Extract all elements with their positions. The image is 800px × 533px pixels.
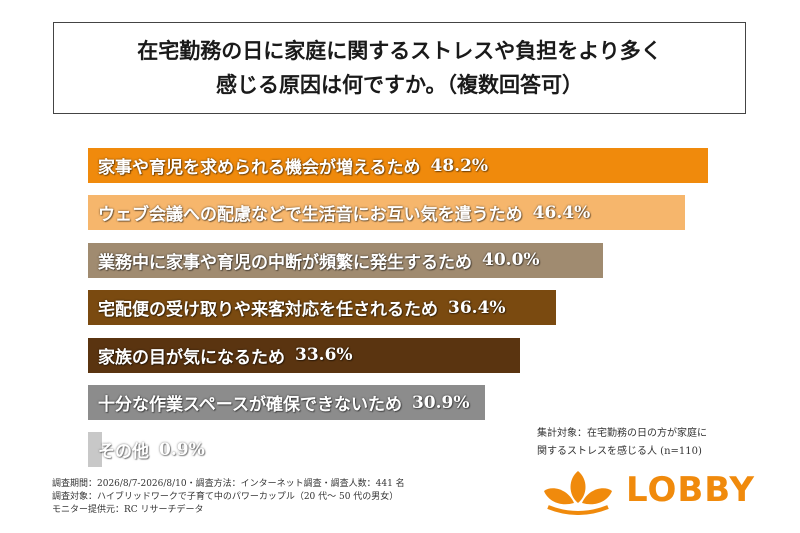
- bar-label-5: 家族の目が気になるため: [98, 347, 285, 368]
- chart-title: 在宅勤務の日に家庭に関するストレスや負担をより多く 感じる原因は何ですか。（複数…: [53, 22, 746, 114]
- bar-7: その他 0.9%: [88, 432, 205, 468]
- logo-text: LOBBY: [626, 470, 755, 510]
- survey-footer: 調査期間：2026/8/7-2026/8/10・調査方法：インターネット調査・調…: [52, 478, 532, 517]
- survey-period: 調査期間：2026/8/7-2026/8/10・調査方法：インターネット調査・調…: [52, 479, 405, 489]
- bar-3: 業務中に家事や育児の中断が頻繁に発生するため 40.0%: [88, 242, 603, 278]
- title-line-1: 在宅勤務の日に家庭に関するストレスや負担をより多く: [137, 38, 662, 63]
- bar-value-5: 33.6%: [295, 345, 353, 366]
- bar-label-2: ウェブ会議への配慮などで生活音にお互い気を遣うため: [98, 205, 523, 226]
- bar-value-2: 46.4%: [532, 202, 591, 223]
- survey-provider: モニター提供元：RC リサーチデータ: [52, 505, 204, 515]
- sample-note-line-2: 関するストレスを感じる人 (n=110): [537, 446, 702, 457]
- bar-label-7: その他: [98, 442, 149, 463]
- sample-note-line-1: 集計対象：在宅勤務の日の方が家庭に: [537, 428, 707, 439]
- bar-value-6: 30.9%: [411, 392, 470, 413]
- bar-2: ウェブ会議への配慮などで生活音にお互い気を遣うため 46.4%: [88, 195, 685, 231]
- survey-target: 調査対象：ハイブリッドワークで子育て中のパワーカップル（20 代～ 50 代の男…: [52, 492, 399, 502]
- bar-6: 十分な作業スペースが確保できないため 30.9%: [88, 385, 486, 420]
- bar-label-1: 家事や育児を求められる機会が増えるため: [98, 158, 421, 178]
- bar-4: 宅配便の受け取りや来客対応を任されるため 36.4%: [88, 290, 557, 326]
- bar-value-1: 48.2%: [430, 155, 489, 176]
- bar-label-4: 宅配便の受け取りや来客対応を任されるため: [98, 300, 438, 321]
- bar-value-4: 36.4%: [448, 297, 506, 318]
- sample-note: 集計対象：在宅勤務の日の方が家庭に 関するストレスを感じる人 (n=110): [537, 425, 777, 461]
- bar-label-3: 業務中に家事や育児の中断が頻繁に発生するため: [98, 252, 472, 273]
- lobby-logo: LOBBY: [538, 462, 758, 518]
- bar-1: 家事や育児を求められる機会が増えるため 48.2%: [88, 148, 708, 183]
- title-line-2: 感じる原因は何ですか。（複数回答可）: [215, 72, 584, 97]
- bar-value-3: 40.0%: [482, 250, 540, 271]
- lobby-leaf-icon: [544, 471, 612, 515]
- bar-label-6: 十分な作業スペースが確保できないため: [98, 395, 402, 415]
- bar-value-7: 0.9%: [159, 439, 205, 460]
- bar-5: 家族の目が気になるため 33.6%: [88, 337, 521, 373]
